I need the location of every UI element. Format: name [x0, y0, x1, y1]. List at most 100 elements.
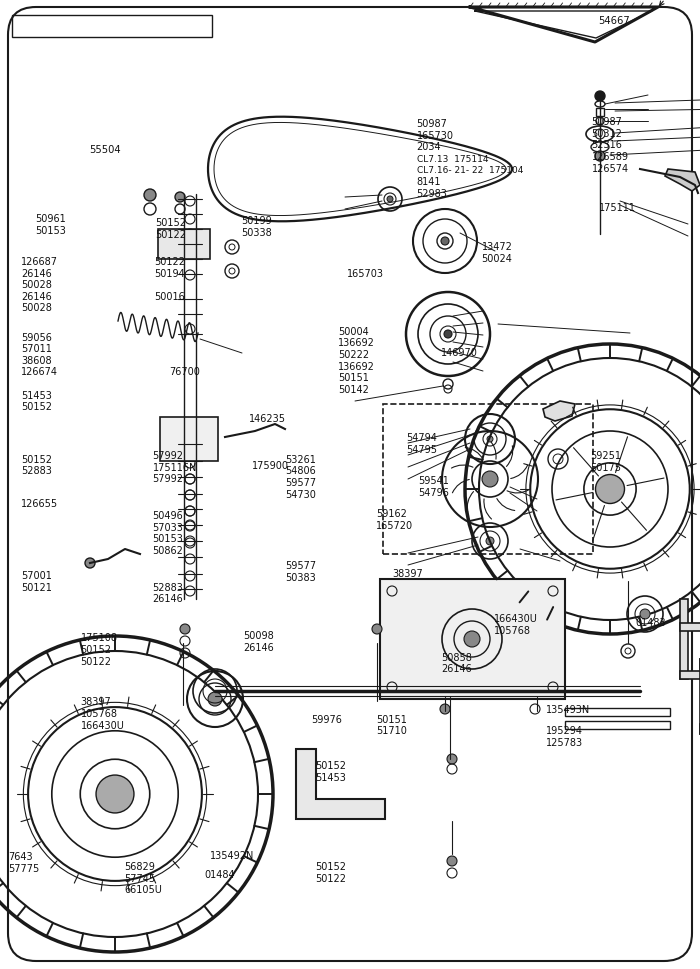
Text: 26146: 26146 [441, 664, 472, 673]
Text: 59541: 59541 [419, 476, 449, 485]
Text: 50152: 50152 [21, 402, 52, 412]
Text: CL7.13  175114: CL7.13 175114 [416, 154, 488, 164]
Circle shape [596, 475, 624, 504]
Circle shape [96, 775, 134, 813]
Text: 126589: 126589 [592, 152, 629, 162]
Text: 52883: 52883 [21, 466, 52, 476]
Circle shape [595, 152, 605, 162]
Text: 54796: 54796 [419, 487, 449, 497]
Text: 54730: 54730 [286, 489, 316, 499]
Text: 59577: 59577 [286, 478, 316, 487]
Text: 135492N: 135492N [210, 850, 254, 860]
Text: 126655: 126655 [21, 499, 58, 509]
Text: 50122: 50122 [155, 230, 186, 239]
Bar [596, 109, 604, 117]
Bar [565, 721, 670, 730]
Text: 59162: 59162 [376, 509, 407, 518]
Text: 50152: 50152 [21, 454, 52, 464]
Circle shape [595, 92, 605, 102]
Text: 59251: 59251 [590, 451, 621, 460]
Text: 126574: 126574 [592, 164, 629, 173]
Bar [383, 405, 593, 554]
Text: 13472: 13472 [482, 242, 512, 252]
Text: 50152: 50152 [315, 861, 346, 871]
Text: 55504: 55504 [90, 145, 121, 155]
Circle shape [487, 437, 493, 443]
Text: 8141: 8141 [416, 177, 441, 187]
Text: 52983: 52983 [416, 189, 447, 199]
Bar [680, 600, 688, 679]
Text: 50496: 50496 [153, 511, 183, 520]
Text: 59577: 59577 [286, 561, 316, 571]
Circle shape [387, 197, 393, 203]
Circle shape [447, 754, 457, 765]
Circle shape [447, 857, 457, 866]
Text: 50194: 50194 [154, 268, 185, 278]
Text: 105768: 105768 [80, 708, 118, 718]
Text: 54795: 54795 [406, 445, 437, 454]
Circle shape [486, 538, 494, 546]
Text: 50858: 50858 [441, 652, 472, 662]
Text: 26146: 26146 [153, 594, 183, 604]
Text: 135493N: 135493N [546, 704, 590, 714]
Text: 50222: 50222 [338, 350, 369, 359]
Text: 59976: 59976 [312, 714, 342, 724]
Circle shape [482, 472, 498, 487]
FancyArrowPatch shape [484, 499, 491, 519]
Text: 52316: 52316 [592, 141, 622, 150]
Text: CL7.16- 21- 22  175104: CL7.16- 21- 22 175104 [416, 166, 523, 175]
Text: 51710: 51710 [376, 726, 407, 735]
Text: 50153: 50153 [153, 534, 183, 544]
Text: 166430U: 166430U [80, 720, 125, 730]
Text: 51453: 51453 [21, 391, 52, 400]
Text: 26146: 26146 [244, 642, 274, 652]
Circle shape [208, 692, 222, 706]
Polygon shape [665, 170, 700, 192]
Text: 50199: 50199 [241, 216, 272, 226]
Text: 57745: 57745 [125, 873, 155, 883]
Text: 59056: 59056 [21, 332, 52, 342]
Text: 50098: 50098 [244, 631, 274, 641]
Text: 50016: 50016 [154, 292, 185, 301]
Text: 146970: 146970 [441, 348, 478, 358]
Text: 195294: 195294 [546, 726, 583, 735]
Text: 50152: 50152 [315, 761, 346, 770]
Text: 136692: 136692 [338, 338, 375, 348]
Text: 166430U: 166430U [494, 613, 538, 623]
FancyArrowPatch shape [489, 440, 496, 459]
FancyArrowPatch shape [507, 490, 528, 493]
Text: 26146: 26146 [21, 268, 52, 278]
Text: 26146: 26146 [21, 292, 52, 301]
Text: 175900: 175900 [252, 460, 289, 470]
Text: 175116N: 175116N [153, 462, 197, 472]
Text: 50152: 50152 [80, 644, 111, 654]
Bar [380, 579, 565, 700]
Text: 56829: 56829 [125, 861, 155, 871]
Circle shape [464, 632, 480, 647]
Text: 165730: 165730 [416, 131, 454, 141]
Bar [680, 672, 700, 679]
Text: 50312: 50312 [592, 129, 622, 139]
Text: 50987: 50987 [416, 119, 447, 129]
Text: 57992: 57992 [153, 451, 183, 460]
Circle shape [441, 237, 449, 246]
Text: 50028: 50028 [21, 280, 52, 290]
Text: 50152: 50152 [155, 218, 186, 228]
Text: 50142: 50142 [338, 385, 369, 394]
Text: 57001: 57001 [21, 571, 52, 580]
Text: 01484: 01484 [204, 869, 235, 879]
Text: 2034: 2034 [416, 142, 441, 152]
Text: 50028: 50028 [21, 303, 52, 313]
Text: 38397: 38397 [392, 569, 423, 578]
FancyArrowPatch shape [466, 448, 483, 460]
Circle shape [372, 624, 382, 635]
Text: 38608: 38608 [21, 356, 52, 365]
Text: 54667: 54667 [598, 16, 630, 26]
Text: 105768: 105768 [494, 625, 531, 635]
Text: 54806: 54806 [286, 466, 316, 476]
FancyArrowPatch shape [507, 447, 513, 467]
Text: 76700: 76700 [169, 367, 200, 377]
Text: 7643: 7643 [8, 852, 33, 861]
FancyArrowPatch shape [452, 480, 469, 493]
Circle shape [180, 624, 190, 635]
